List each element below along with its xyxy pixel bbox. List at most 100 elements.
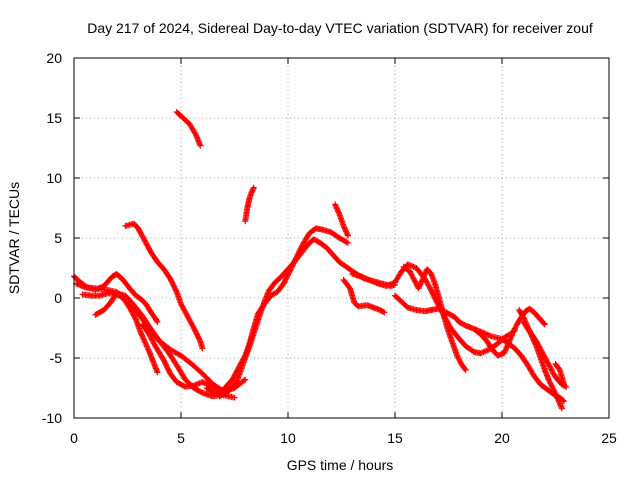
data-point xyxy=(162,361,169,368)
data-point xyxy=(138,331,145,338)
data-point xyxy=(558,404,565,411)
data-point xyxy=(420,274,427,281)
data-point xyxy=(143,342,150,349)
data-point xyxy=(344,239,351,246)
data-point xyxy=(282,276,289,283)
data-point xyxy=(141,336,148,343)
data-point xyxy=(242,376,249,383)
data-point xyxy=(194,331,201,338)
x-tick-label: 5 xyxy=(177,430,185,446)
data-point xyxy=(552,391,559,398)
data-point xyxy=(139,334,146,341)
data-point xyxy=(169,281,176,288)
x-axis-label: GPS time / hours xyxy=(287,457,394,473)
data-point xyxy=(416,284,423,291)
data-point xyxy=(555,397,562,404)
data-point xyxy=(422,270,429,277)
data-point xyxy=(341,225,348,232)
data-point xyxy=(541,321,548,328)
data-point xyxy=(461,365,468,372)
data-point xyxy=(173,287,180,294)
data-point xyxy=(421,273,428,280)
series-track-19 xyxy=(552,361,568,388)
y-tick-label: 20 xyxy=(46,50,62,66)
data-point xyxy=(341,224,348,231)
data-point xyxy=(501,350,508,357)
data-point xyxy=(162,360,169,367)
y-tick-label: -10 xyxy=(42,410,62,426)
data-point xyxy=(195,335,202,342)
data-point xyxy=(416,282,423,289)
data-point xyxy=(196,336,203,343)
data-point xyxy=(154,319,161,325)
series-track-10 xyxy=(216,236,398,400)
data-point xyxy=(171,285,178,292)
chart-title: Day 217 of 2024, Sidereal Day-to-day VTE… xyxy=(87,20,593,36)
x-tick-label: 25 xyxy=(601,430,617,446)
data-point xyxy=(144,345,151,352)
data-point xyxy=(145,346,152,353)
data-point xyxy=(343,239,350,246)
data-point xyxy=(164,364,171,370)
data-point xyxy=(346,284,353,291)
data-point xyxy=(343,229,350,236)
data-point xyxy=(335,208,342,215)
data-point xyxy=(194,332,201,339)
data-point xyxy=(284,272,291,279)
data-point xyxy=(192,328,199,335)
data-point xyxy=(555,365,562,372)
data-point xyxy=(421,271,428,278)
data-point xyxy=(344,232,351,239)
series-track-5 xyxy=(139,321,238,401)
data-point xyxy=(332,201,339,208)
x-tick-label: 15 xyxy=(387,430,403,446)
data-point xyxy=(171,283,178,290)
data-point xyxy=(241,377,248,384)
data-point xyxy=(280,280,287,287)
data-point xyxy=(335,209,342,216)
data-point xyxy=(137,329,144,336)
data-point xyxy=(154,369,161,376)
series-track-8 xyxy=(242,184,257,225)
data-point xyxy=(160,357,167,364)
data-point xyxy=(192,327,199,334)
data-point xyxy=(144,343,151,350)
data-point xyxy=(190,325,197,331)
data-point xyxy=(417,281,424,288)
data-point xyxy=(281,279,288,286)
data-point xyxy=(561,381,568,388)
data-point xyxy=(170,282,177,289)
y-tick-label: 10 xyxy=(46,170,62,186)
data-point xyxy=(417,279,424,286)
data-point xyxy=(137,328,144,335)
data-point xyxy=(418,278,425,285)
axis-ticks: 0 5 10 15 20 25 -10 -5 0 5 10 15 20 xyxy=(42,50,617,446)
data-point xyxy=(283,275,290,282)
data-point xyxy=(142,339,149,346)
data-point xyxy=(334,206,341,213)
y-tick-label: 5 xyxy=(54,230,62,246)
series-track-15 xyxy=(400,263,469,373)
data-point xyxy=(550,387,557,394)
series-track-6 xyxy=(122,220,206,352)
data-point xyxy=(462,367,469,373)
data-point xyxy=(419,277,426,284)
data-point xyxy=(342,227,349,234)
data-point xyxy=(172,286,179,293)
data-point xyxy=(165,366,172,373)
data-point xyxy=(554,395,561,402)
y-tick-label: 15 xyxy=(46,110,62,126)
data-point xyxy=(192,130,199,137)
data-point xyxy=(501,348,508,355)
data-point xyxy=(153,317,160,324)
data-point xyxy=(556,399,563,406)
data-point xyxy=(282,277,289,284)
data-point xyxy=(343,228,350,235)
data-point xyxy=(197,142,204,149)
data-point xyxy=(555,398,562,405)
data-point xyxy=(191,326,198,333)
x-tick-label: 10 xyxy=(280,430,296,446)
data-point xyxy=(427,286,434,293)
data-point xyxy=(558,405,565,412)
data-point xyxy=(199,345,206,352)
